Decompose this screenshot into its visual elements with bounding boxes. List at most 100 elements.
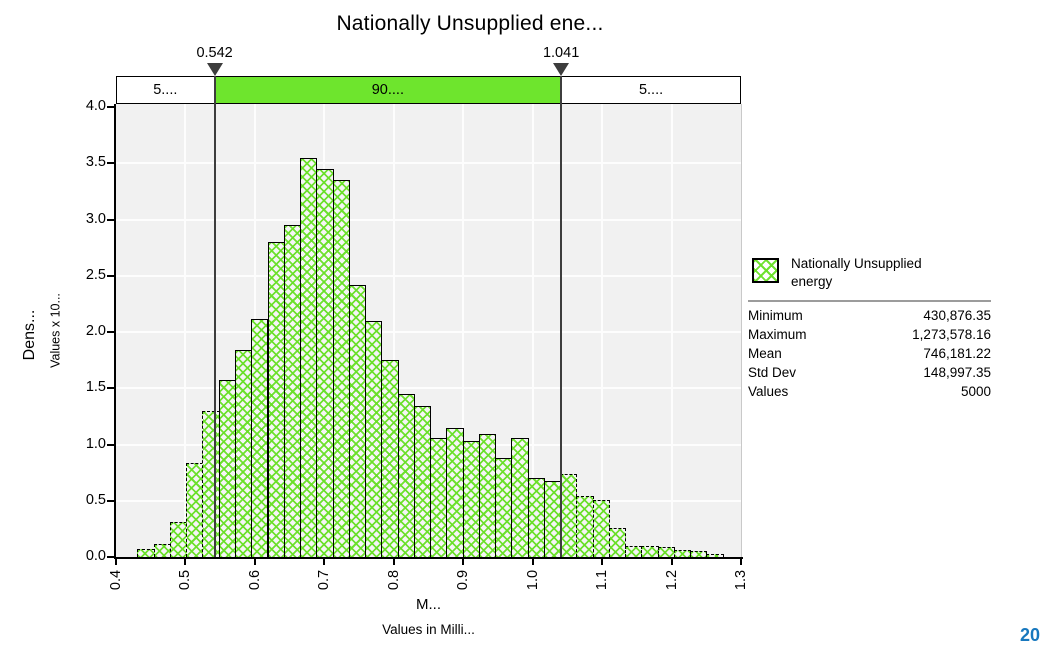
y-axis-title: Dens... (21, 309, 38, 361)
x-axis-title: M... (416, 596, 441, 613)
stats-separator (748, 300, 991, 302)
y-tick (107, 274, 114, 277)
y-tick (107, 556, 114, 558)
x-tick (184, 558, 187, 565)
histogram-bar (560, 473, 578, 557)
histogram-bar (218, 380, 236, 557)
stat-row-values: Values 5000 (748, 382, 991, 401)
x-tick (740, 558, 742, 565)
legend-swatch-icon (752, 258, 779, 283)
stat-label: Values (748, 384, 789, 399)
stat-value: 430,876.35 (923, 308, 991, 323)
stat-row-minimum: Minimum 430,876.35 (748, 306, 991, 325)
histogram-bar (202, 410, 220, 557)
histogram-bar (657, 546, 675, 557)
y-tick (107, 331, 114, 333)
histogram-bar (446, 427, 464, 557)
y-tick (107, 387, 114, 390)
x-tick (670, 558, 673, 565)
y-gridline (116, 387, 741, 390)
delimiter-line-right (560, 76, 563, 557)
histogram-bar (365, 320, 383, 557)
y-tick-label: 1.0 (85, 435, 106, 452)
stat-label: Maximum (748, 327, 807, 342)
histogram-bar (641, 545, 659, 557)
x-gridline (531, 104, 534, 557)
legend-label-line2: energy (791, 273, 833, 289)
y-tick-label: 2.0 (85, 323, 106, 339)
histogram-bar (267, 242, 285, 557)
y-axis-subtitle: Values x 10... (48, 293, 63, 368)
histogram-bar (316, 168, 334, 557)
chart-title: Nationally Unsupplied ene... (336, 12, 604, 35)
histogram-bar (251, 318, 269, 557)
histogram-bar (592, 499, 610, 557)
x-tick (601, 558, 604, 565)
histogram-bar (153, 543, 171, 557)
histogram-bar (300, 157, 318, 557)
y-tick-label: 3.5 (85, 154, 106, 171)
y-tick-label: 0.5 (85, 491, 106, 508)
x-tick (253, 558, 256, 565)
histogram-bar (673, 550, 692, 557)
page-number: 20 (1019, 625, 1040, 645)
histogram-bar (608, 527, 627, 557)
delimiter-handle-icon-right[interactable] (553, 63, 570, 76)
plot-area (116, 104, 742, 557)
x-gridline (670, 104, 673, 557)
stat-value: 5000 (960, 384, 991, 399)
x-axis-line (114, 557, 743, 559)
y-tick (107, 106, 114, 108)
histogram-bar (576, 496, 594, 557)
stat-label: Mean (748, 346, 782, 361)
stat-row-maximum: Maximum 1,273,578.16 (748, 325, 991, 344)
y-tick (107, 162, 114, 165)
y-tick-label: 2.5 (85, 266, 106, 283)
histogram-bar (397, 393, 415, 557)
histogram-bar (283, 225, 301, 557)
stat-label: Std Dev (748, 365, 797, 380)
legend-label-line1: Nationally Unsupplied (791, 256, 922, 271)
histogram-bar (543, 480, 562, 557)
stats-table: Minimum 430,876.35 Maximum 1,273,578.16 … (748, 306, 991, 401)
histogram-bar (186, 462, 204, 557)
y-tick-label: 1.5 (85, 379, 106, 396)
x-gridline (184, 104, 187, 557)
delimiter-value-left: 0.542 (196, 45, 233, 61)
histogram-bar (511, 437, 529, 557)
band-segment-right: 5.... (561, 76, 741, 104)
x-tick (323, 558, 326, 565)
histogram-bar (478, 434, 497, 557)
legend-label: Nationally Unsupplied energy (791, 255, 922, 290)
stat-row-stddev: Std Dev 148,997.35 (748, 363, 991, 382)
y-gridline (116, 274, 741, 277)
histogram-bar (381, 360, 399, 557)
y-tick-label: 3.0 (85, 210, 106, 227)
x-gridline (392, 104, 395, 557)
x-tick (462, 558, 465, 565)
band-segment-left: 5.... (116, 76, 215, 104)
y-tick (107, 443, 114, 446)
y-tick-label: 0.0 (85, 548, 106, 564)
x-gridline (462, 104, 465, 557)
y-axis-line (114, 104, 116, 557)
histogram-bar (430, 437, 448, 557)
histogram-bar (495, 458, 513, 557)
band-segment-mid: 90.... (214, 76, 562, 104)
histogram-bar (234, 350, 253, 557)
histogram-bar (462, 441, 480, 557)
y-gridline (116, 331, 741, 333)
y-gridline (116, 218, 741, 221)
x-axis-subtitle: Values in Milli... (382, 622, 475, 637)
histogram-bar (527, 478, 545, 557)
histogram-bar (137, 549, 155, 557)
delimiter-handle-icon-left[interactable] (206, 63, 223, 76)
histogram-bar (348, 284, 367, 557)
y-tick (107, 218, 114, 221)
delimiter-value-right: 1.041 (542, 45, 580, 61)
stat-label: Minimum (748, 308, 803, 323)
histogram-bar (332, 180, 350, 557)
stat-value: 148,997.35 (923, 365, 991, 380)
y-tick-label: 4.0 (85, 98, 106, 114)
